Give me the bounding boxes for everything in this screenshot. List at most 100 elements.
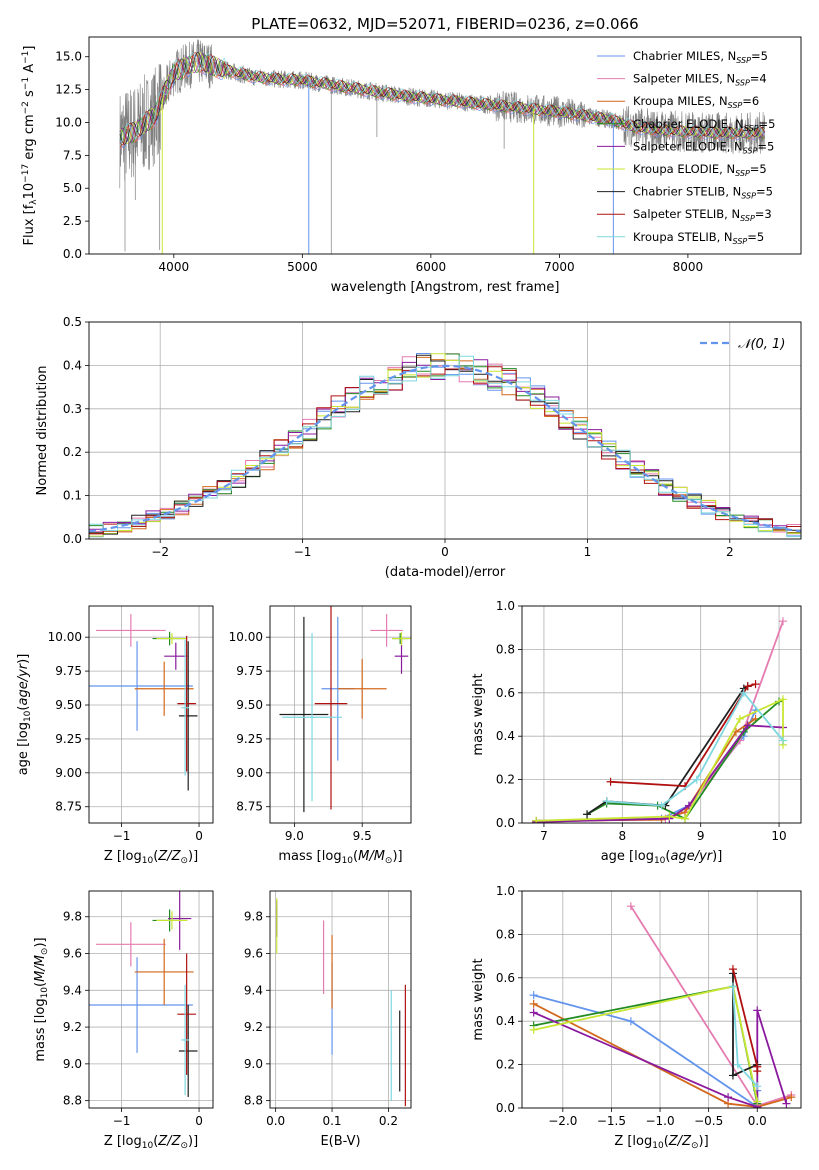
mass-vs-z-panel: −1 0 8.8 9.0 9.2 9.4 9.6 9.8 Z [log10(Z/Z⊙)] mass… [33,890,214,1151]
weight-vs-age-panel: 7 8 9 10 0.0 0.2 0.4 0.6 0.8 1.0 age [log10(age/yr… [471,599,802,866]
legend-label: Kroupa STELIB, NSSP=5 [633,230,764,246]
x-tick-label: −1.0 [645,1114,674,1128]
legend-label: Chabrier ELODIE, NSSP=5 [633,117,775,133]
plot-area [276,898,406,1107]
axes-frame [521,605,802,824]
weight-marker [602,797,611,806]
plot-area [89,891,198,1097]
axes-frame [88,605,214,824]
weight-marker [532,816,541,823]
y-axis-label: mass weight [471,673,486,755]
y-tick-label: 0.3 [63,402,82,416]
model-spectrum-line [119,52,765,146]
legend-label: 𝒩(0, 1) [738,337,785,352]
y-tick-label: 0.6 [496,686,515,700]
model-spectrum-line [119,51,765,145]
y-tick-label: 10.00 [48,630,82,644]
y-tick-label: 0.4 [63,358,82,372]
weight-marker [657,801,666,810]
legend-label: Kroupa ELODIE, NSSP=5 [633,162,767,178]
y-axis-label: mass weight [471,958,486,1040]
x-tick-label: 7000 [544,260,575,274]
weight-marker [692,775,701,784]
x-tick-label: −1 [113,829,131,843]
y-tick-label: 0.2 [496,773,515,787]
y-tick-label: 9.2 [63,1020,82,1034]
y-tick-label: 10.00 [229,630,263,644]
weight-marker [529,991,538,1000]
weight-marker [753,1067,762,1076]
model-spectrum-line [119,55,765,149]
legend-label: Salpeter MILES, NSSP=4 [633,72,767,88]
y-tick-label: 8.8 [63,1094,82,1108]
x-tick-label: 7 [540,829,548,843]
weight-marker [529,999,538,1008]
y-tick-label: 1.0 [496,884,515,898]
y-tick-label: 9.0 [244,1057,263,1071]
y-tick-label: 0.4 [496,1014,515,1028]
weight-marker [787,1093,796,1102]
x-tick-label: 4000 [159,260,190,274]
weight-marker [626,902,635,911]
weight-marker [583,810,592,819]
y-tick-label: 7.5 [63,148,82,162]
x-tick-label: 0 [195,1114,203,1128]
y-tick-label: 9.2 [244,1020,263,1034]
y-tick-label: 12.5 [55,83,82,97]
x-axis-label: wavelength [Angstrom, rest frame] [331,280,560,295]
axes-frame [88,321,802,540]
weight-marker [753,1082,762,1091]
weight-marker [778,617,787,626]
weight-marker [665,812,674,821]
y-axis-label: age [log10(age/yr)] [16,654,33,776]
spectrum-panel: 4000 5000 6000 7000 8000 0.0 2.5 5.0 7.5 10.0 12.5… [21,36,802,295]
x-axis-label: Z [log10(Z/Z⊙)] [104,1134,198,1151]
weight-marker [728,1071,737,1080]
x-tick-label: −2.0 [548,1114,577,1128]
y-tick-label: 15.0 [55,50,82,64]
x-tick-label: 2 [726,545,734,559]
legend-label: Chabrier MILES, NSSP=5 [633,49,768,65]
x-tick-label: 5000 [287,260,318,274]
plot-area [279,606,411,813]
legend-label: Salpeter STELIB, NSSP=3 [633,207,772,223]
x-tick-label: 0.0 [748,1114,767,1128]
model-spectrum-line [119,52,765,146]
y-tick-label: 8.8 [244,1094,263,1108]
y-tick-label: 9.75 [55,664,82,678]
figure-title: PLATE=0632, MJD=52071, FIBERID=0236, z=0… [251,15,638,33]
weight-marker [753,1097,762,1106]
weight-line [536,620,784,823]
x-tick-label: 8 [618,829,626,843]
x-tick-label: 0.0 [266,1114,285,1128]
y-tick-label: 0.4 [496,729,515,743]
x-tick-label: −2 [151,545,169,559]
y-tick-label: 9.00 [236,766,263,780]
y-tick-label: 9.25 [55,732,82,746]
y-axis-label: Flux [fλ10−17 erg cm−2 s−1 A−1] [21,46,39,246]
x-tick-label: 1 [584,545,592,559]
y-axis-label: Normed distribution [35,366,50,496]
y-tick-label: 0.8 [496,642,515,656]
y-tick-label: 9.8 [63,910,82,924]
x-tick-label: −1 [294,545,312,559]
x-axis-label: (data-model)/error [385,565,506,580]
legend-label: Kroupa MILES, NSSP=6 [633,94,759,110]
y-tick-label: 0.0 [496,816,515,830]
weight-line [533,1002,792,1108]
residuals-panel: −2 −1 0 1 2 0.0 0.1 0.2 0.3 0.4 0.5 (data-model)/er… [35,315,802,580]
weight-line [533,994,759,1108]
y-tick-label: 9.50 [55,698,82,712]
weight-marker [778,736,787,745]
weight-line [536,697,784,822]
model-spectrum-line [119,55,765,149]
x-axis-label: Z [log10(Z/Z⊙)] [104,849,198,866]
x-tick-label: 6000 [416,260,447,274]
weight-marker [753,1006,762,1015]
x-tick-label: 0 [441,545,449,559]
x-tick-label: 9.0 [285,829,304,843]
y-tick-label: 2.5 [63,214,82,228]
weight-marker [606,777,615,786]
x-tick-label: −1 [113,1114,131,1128]
model-spectrum-line [119,51,765,145]
